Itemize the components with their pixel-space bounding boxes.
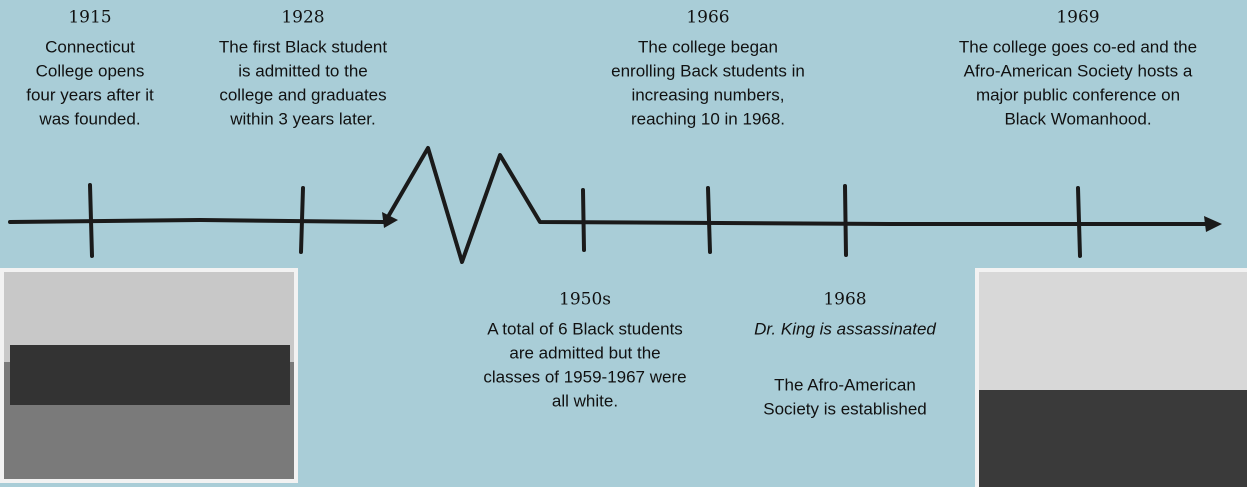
event-text: Black Womanhood. [1004,109,1151,128]
event-text: all white. [552,391,618,410]
event-text: within 3 years later. [229,109,376,128]
event-year: 1928 [281,8,324,28]
event-text: classes of 1959-1967 were [483,367,686,386]
tick [708,188,710,252]
tick [301,188,303,252]
tick [845,186,846,255]
event-text: College opens [36,61,145,80]
photo-crowd [10,345,290,405]
event-text: college and graduates [219,85,386,104]
event-text: major public conference on [976,85,1180,104]
event-text: is admitted to the [238,61,367,80]
page: 1915 Connecticut College opens four years a… [0,0,1247,487]
event-year: 1950s [559,290,611,310]
event-year: 1966 [686,8,729,28]
photo-conference [975,268,1247,487]
event-year: 1968 [823,290,866,310]
event-text: are admitted but the [509,343,660,362]
event-text: reaching 10 in 1968. [631,109,785,128]
event-text: The first Black student [219,37,387,56]
event-text: four years after it [26,85,154,104]
event-text: The Afro-American [774,375,916,394]
event-text: The college began [638,37,778,56]
event-text: A total of 6 Black students [487,319,683,338]
event-text: Connecticut [45,37,135,56]
event-text: was founded. [38,109,140,128]
event-text: enrolling Back students in [611,61,805,80]
tick [1078,188,1080,256]
tick [90,185,92,256]
event-note: Dr. King is assassinated [754,319,936,338]
event-text: The college goes co-ed and the [959,37,1197,56]
event-text: Society is established [763,399,926,418]
event-text: Afro-American Society hosts a [964,61,1193,80]
tick [583,190,584,250]
photo-campus [0,268,298,483]
timeline-slide: 1915 Connecticut College opens four years a… [0,0,1247,487]
photo-people [979,390,1247,487]
event-text: increasing numbers, [631,85,784,104]
event-year: 1969 [1056,8,1099,28]
event-year: 1915 [68,8,111,28]
